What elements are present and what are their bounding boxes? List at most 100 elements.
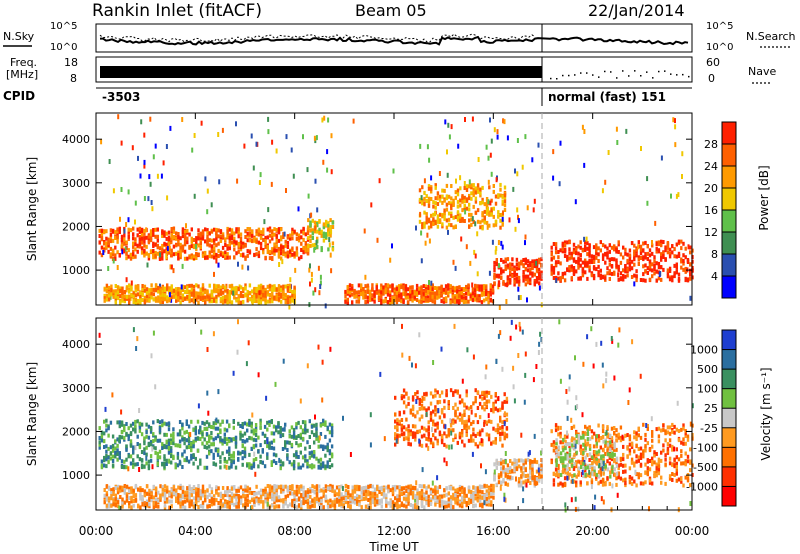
heatmap-cell — [246, 438, 249, 443]
heatmap-cell — [480, 292, 484, 297]
heatmap-cell — [145, 235, 148, 240]
heatmap-cell — [561, 247, 564, 251]
heatmap-cell — [357, 290, 361, 295]
heatmap-cell — [418, 429, 421, 434]
heatmap-cell — [441, 194, 444, 199]
heatmap-cell — [292, 431, 296, 436]
heatmap-cell — [136, 442, 139, 446]
heatmap-cell — [277, 227, 281, 232]
heatmap-cell — [524, 351, 527, 357]
heatmap-cell — [472, 204, 475, 209]
heatmap-cell — [384, 290, 387, 295]
heatmap-cell — [308, 445, 311, 449]
heatmap-cell — [105, 453, 108, 458]
cpid-row: CPID -3503 normal (fast) 151 — [3, 87, 692, 106]
heatmap-cell — [555, 453, 558, 458]
heatmap-cell — [648, 267, 652, 272]
heatmap-cell — [510, 319, 513, 325]
heatmap-cell — [373, 290, 376, 295]
heatmap-cell — [132, 252, 135, 257]
heatmap-cell — [221, 232, 225, 237]
heatmap-cell — [500, 240, 503, 246]
heatmap-cell — [526, 268, 530, 273]
heatmap-cell — [161, 288, 164, 293]
heatmap-cell — [405, 427, 408, 432]
heatmap-cell — [280, 247, 283, 252]
heatmap-cell — [300, 229, 303, 234]
heatmap-cell — [557, 463, 560, 469]
heatmap-cell — [228, 293, 231, 298]
heatmap-cell — [215, 287, 218, 292]
heatmap-cell — [208, 439, 211, 444]
heatmap-cell — [226, 300, 229, 305]
heatmap-cell — [684, 441, 687, 446]
heatmap-cell — [615, 433, 618, 438]
heatmap-cell — [540, 270, 543, 275]
heatmap-cell — [152, 232, 155, 237]
heatmap-cell — [314, 225, 317, 231]
heatmap-cell — [194, 456, 197, 461]
heatmap-cell — [217, 284, 220, 289]
heatmap-cell — [418, 406, 421, 411]
heatmap-cell — [360, 285, 363, 289]
heatmap-cell — [684, 459, 687, 464]
heatmap-cell — [280, 287, 283, 292]
heatmap-cell — [246, 249, 249, 254]
heatmap-cell — [275, 238, 278, 243]
heatmap-cell — [519, 326, 522, 332]
heatmap-cell — [212, 331, 215, 337]
heatmap-cell — [515, 324, 518, 330]
heatmap-cell — [250, 447, 253, 451]
heatmap-cell — [440, 419, 444, 424]
heatmap-cell — [187, 439, 191, 444]
heatmap-cell — [179, 249, 182, 254]
heatmap-cell — [458, 431, 462, 436]
heatmap-cell — [474, 433, 477, 438]
heatmap-cell — [190, 227, 193, 232]
heatmap-cell — [157, 295, 160, 300]
heatmap-cell — [168, 245, 171, 251]
heatmap-cell — [351, 300, 354, 305]
heatmap-cell — [463, 409, 466, 414]
heatmap-cell — [492, 426, 495, 431]
heatmap-cell — [452, 437, 455, 442]
heatmap-cell — [608, 461, 611, 466]
heatmap-cell — [429, 293, 432, 298]
heatmap-cell — [538, 285, 541, 291]
heatmap-cell — [109, 228, 113, 233]
heatmap-cell — [595, 251, 598, 256]
heatmap-cell — [476, 183, 480, 188]
heatmap-cell — [183, 229, 187, 234]
heatmap-cell — [228, 233, 231, 238]
heatmap-cell — [215, 258, 218, 264]
heatmap-cell — [443, 208, 446, 213]
heatmap-cell — [644, 269, 647, 274]
heatmap-cell — [118, 226, 121, 231]
heatmap-cell — [228, 299, 231, 304]
heatmap-cell — [423, 392, 426, 397]
heatmap-cell — [474, 292, 477, 297]
heatmap-cell — [456, 292, 459, 297]
heatmap-cell — [429, 401, 433, 406]
heatmap-cell — [100, 459, 104, 464]
colorbar-tick-label: 28 — [704, 138, 718, 151]
heatmap-cell — [463, 186, 466, 190]
heatmap-cell — [268, 256, 272, 261]
heatmap-cell — [495, 461, 498, 466]
heatmap-cell — [154, 234, 157, 239]
heatmap-cell — [610, 457, 614, 462]
heatmap-cell — [451, 288, 454, 293]
heatmap-cell — [190, 255, 193, 260]
heatmap-cell — [642, 248, 645, 253]
heatmap-cell — [586, 261, 589, 266]
heatmap-cell — [406, 293, 410, 298]
heatmap-cell — [109, 254, 113, 259]
heatmap-cell — [572, 247, 576, 252]
heatmap-cell — [494, 194, 498, 199]
heatmap-cell — [221, 438, 224, 443]
heatmap-cell — [550, 265, 553, 270]
heatmap-cell — [504, 459, 507, 465]
heatmap-cell — [686, 258, 690, 262]
heatmap-cell — [396, 418, 399, 423]
